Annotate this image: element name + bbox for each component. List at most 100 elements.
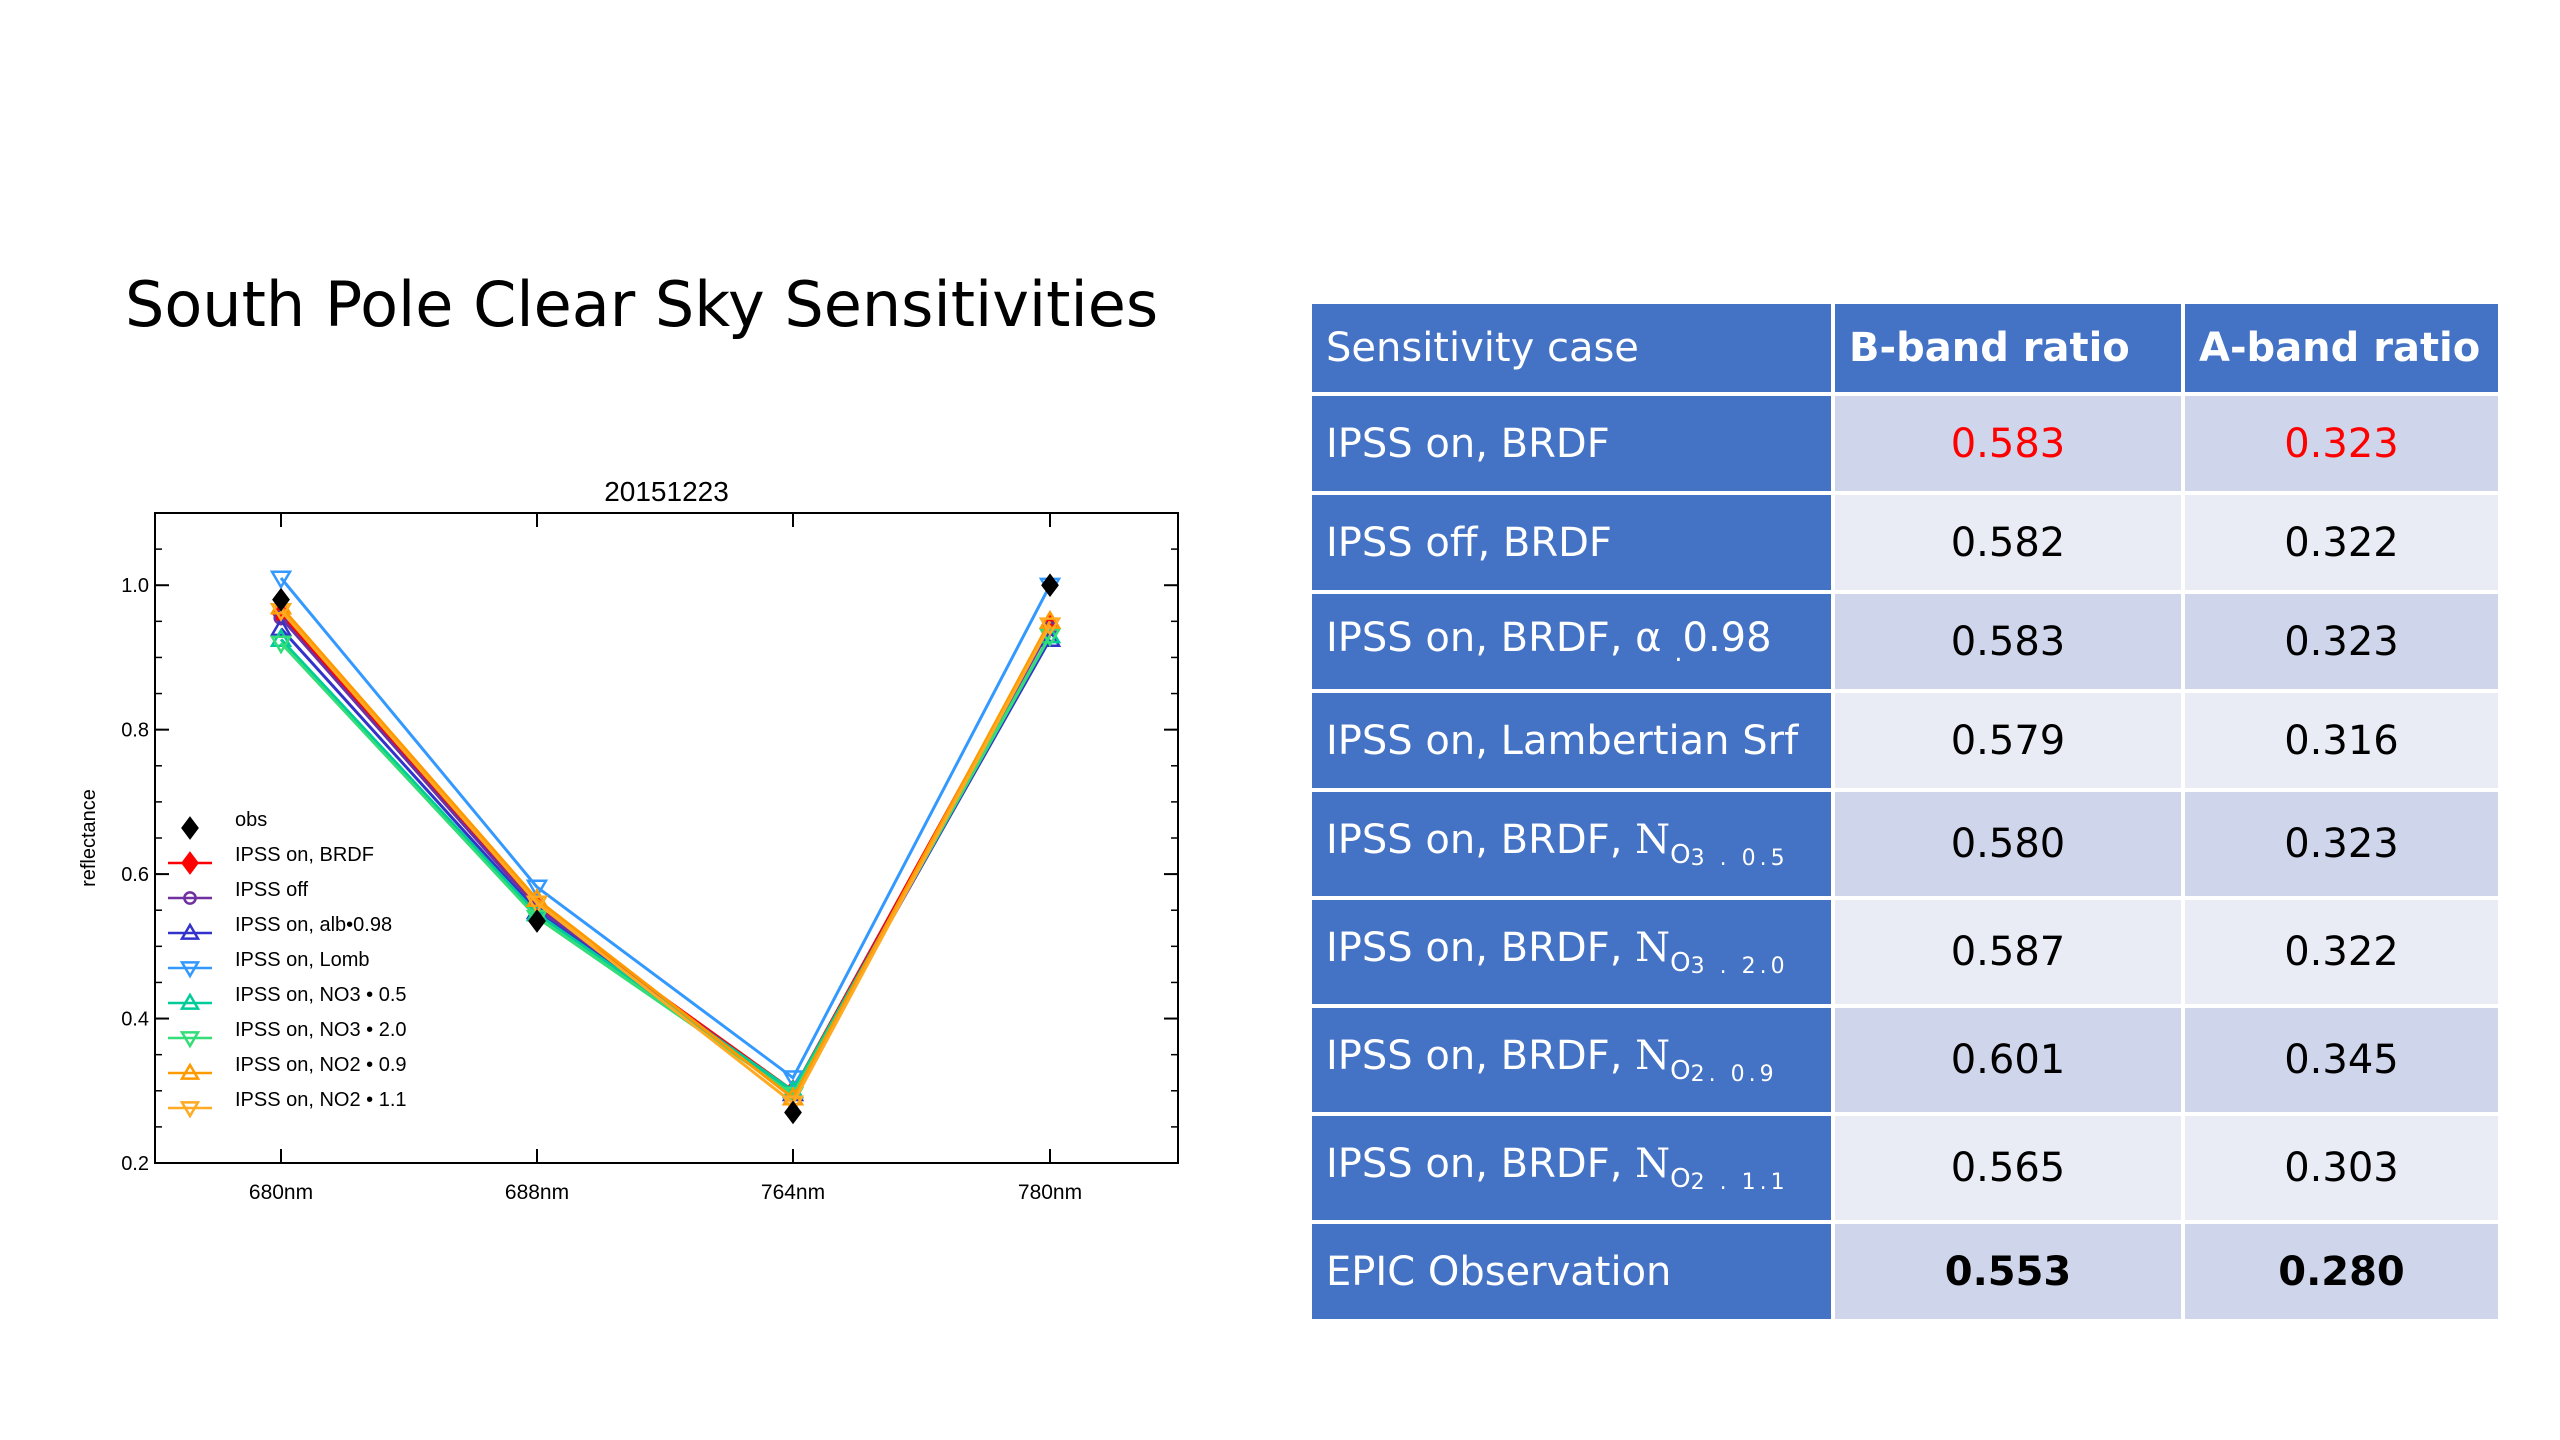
table-row: IPSS on, BRDF, NO2 . 1.1 0.565 0.303 (1312, 1116, 2498, 1220)
legend-swatch-marker (179, 992, 201, 1010)
legend-swatch-marker (181, 851, 199, 875)
data-point (525, 879, 549, 899)
y-tick-label: 0.6 (121, 864, 149, 886)
case-prefix: IPSS on, BRDF, (1326, 925, 1636, 971)
b-band-cell: 0.579 (1835, 693, 2181, 788)
case-suffix: 0.98 (1682, 615, 1772, 661)
data-point (269, 627, 293, 647)
data-point (272, 587, 290, 612)
case-cell: IPSS on, BRDF (1312, 396, 1831, 491)
case-factor: . 2.0 (1708, 954, 1789, 979)
case-prefix: IPSS on, BRDF, (1326, 1033, 1636, 1079)
case-cell: IPSS on, BRDF, α .0.98 (1312, 594, 1831, 689)
data-point (269, 617, 293, 637)
case-n: N (1635, 925, 1671, 971)
data-point (1038, 628, 1062, 648)
series-line (279, 609, 1052, 1106)
data-point (1038, 617, 1062, 637)
case-cell: IPSS on, Lambertian Srf (1312, 693, 1831, 788)
table-row: IPSS on, BRDF, α .0.98 0.583 0.323 (1312, 594, 2498, 689)
legend-entry: obs (235, 809, 267, 831)
case-gas-sub: 3 (1690, 846, 1709, 871)
data-point (1041, 573, 1059, 598)
reflectance-chart: 20151223 reflectance 0.2 0.4 0.6 0.8 1.0 680nm 6… (60, 455, 1210, 1235)
series-line (279, 577, 1052, 1081)
data-point (269, 595, 293, 615)
legend-entry: IPSS on, Lomb (235, 949, 370, 971)
legend-swatch-marker (181, 816, 199, 840)
case-cell: EPIC Observation (1312, 1224, 1831, 1319)
table-header-row: Sensitivity case B-band ratio A-band rat… (1312, 304, 2498, 392)
data-point (781, 1095, 805, 1115)
legend-entry: IPSS on, BRDF (235, 844, 374, 866)
chart-title: 20151223 (604, 476, 729, 507)
case-prefix: IPSS on, BRDF, (1326, 817, 1636, 863)
slide-title: South Pole Clear Sky Sensitivities (125, 268, 1159, 341)
header-sensitivity-case: Sensitivity case (1312, 304, 1831, 392)
case-cell: IPSS off, BRDF (1312, 495, 1831, 590)
case-factor: . 0.5 (1708, 846, 1789, 871)
x-tick-label: 780nm (1018, 1181, 1082, 1204)
header-a-band-ratio: A-band ratio (2185, 304, 2498, 392)
case-n: N (1635, 817, 1671, 863)
data-point (784, 1100, 802, 1125)
a-band-cell: 0.280 (2185, 1224, 2498, 1319)
legend-entry: IPSS on, NO2 • 1.1 (235, 1089, 407, 1111)
y-tick-label: 0.8 (121, 720, 149, 742)
x-tick-label: 688nm (505, 1181, 569, 1204)
case-gas-sub: 3 (1690, 954, 1709, 979)
b-band-cell: 0.583 (1835, 396, 2181, 491)
data-point (781, 1070, 805, 1090)
table-row: IPSS on, BRDF, NO2. 0.9 0.601 0.345 (1312, 1008, 2498, 1112)
a-band-cell: 0.322 (2185, 900, 2498, 1004)
a-band-cell: 0.316 (2185, 693, 2498, 788)
y-tick-label: 0.4 (121, 1009, 149, 1031)
x-tick-label: 764nm (761, 1181, 825, 1204)
header-b-band-ratio: B-band ratio (1835, 304, 2181, 392)
legend-entry: IPSS on, alb•0.98 (235, 914, 392, 936)
case-gas-sub: 2 (1690, 1062, 1709, 1087)
y-axis-label: reflectance (78, 789, 100, 887)
legend-swatch-marker (179, 961, 201, 979)
x-tick-label: 680nm (249, 1181, 313, 1204)
a-band-cell: 0.323 (2185, 792, 2498, 896)
case-gas: O (1670, 1164, 1691, 1194)
case-factor: . 1.1 (1708, 1170, 1789, 1195)
case-cell: IPSS on, BRDF, NO2. 0.9 (1312, 1008, 1831, 1112)
b-band-cell: 0.583 (1835, 594, 2181, 689)
data-point (525, 895, 549, 915)
table-row: IPSS on, Lambertian Srf 0.579 0.316 (1312, 693, 2498, 788)
legend-swatch-marker (179, 1101, 201, 1119)
case-gas-sub: 2 (1690, 1170, 1709, 1195)
legend-entry: IPSS on, NO3 • 2.0 (235, 1019, 407, 1041)
b-band-cell: 0.587 (1835, 900, 2181, 1004)
b-band-cell: 0.565 (1835, 1116, 2181, 1220)
table-row: IPSS on, BRDF, NO3 . 2.0 0.587 0.322 (1312, 900, 2498, 1004)
b-band-cell: 0.553 (1835, 1224, 2181, 1319)
chart-svg: 20151223 reflectance 0.2 0.4 0.6 0.8 1.0 680nm 6… (78, 476, 1179, 1204)
legend-swatch-marker (179, 922, 201, 940)
legend-swatch-marker (179, 1062, 201, 1080)
a-band-cell: 0.303 (2185, 1116, 2498, 1220)
a-band-cell: 0.322 (2185, 495, 2498, 590)
b-band-cell: 0.582 (1835, 495, 2181, 590)
data-point (269, 570, 293, 590)
data-point (269, 635, 293, 655)
a-band-cell: 0.323 (2185, 396, 2498, 491)
a-band-cell: 0.345 (2185, 1008, 2498, 1112)
sensitivity-table: Sensitivity case B-band ratio A-band rat… (1308, 300, 2502, 1323)
table-row: IPSS on, BRDF, NO3 . 0.5 0.580 0.323 (1312, 792, 2498, 896)
legend-entry: IPSS off (235, 879, 308, 901)
b-band-cell: 0.601 (1835, 1008, 2181, 1112)
case-prefix: IPSS on, BRDF, (1326, 1141, 1636, 1187)
legend-swatch-marker (183, 891, 197, 905)
case-cell: IPSS on, BRDF, NO2 . 1.1 (1312, 1116, 1831, 1220)
b-band-cell: 0.580 (1835, 792, 2181, 896)
case-prefix: IPSS on, BRDF, α (1326, 615, 1662, 661)
table-row: IPSS on, BRDF 0.583 0.323 (1312, 396, 2498, 491)
legend-entry: IPSS on, NO2 • 0.9 (235, 1054, 407, 1076)
case-n: N (1635, 1033, 1671, 1079)
y-tick-label: 0.2 (121, 1153, 149, 1175)
case-cell: IPSS on, BRDF, NO3 . 0.5 (1312, 792, 1831, 896)
a-band-cell: 0.323 (2185, 594, 2498, 689)
